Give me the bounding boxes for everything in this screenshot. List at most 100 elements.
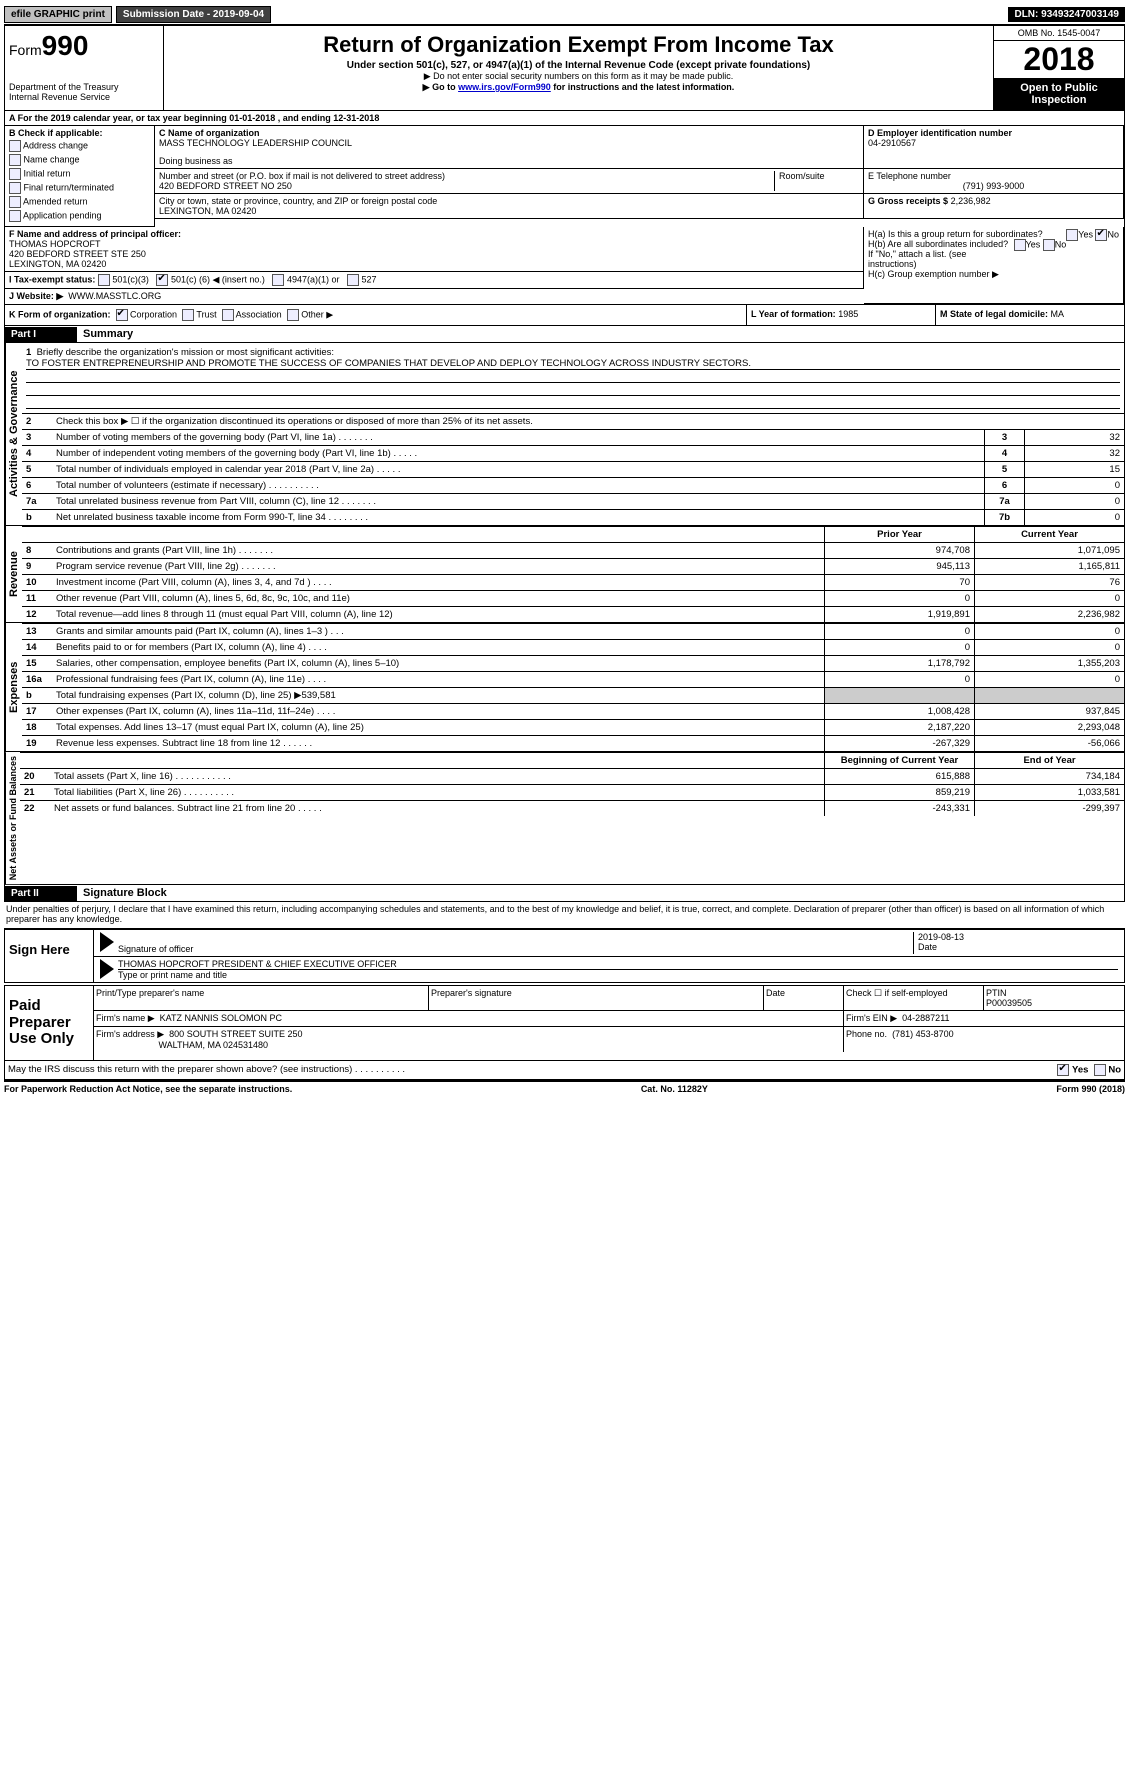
527-checkbox[interactable] [347,274,359,286]
discuss-yes-checkbox[interactable] [1057,1064,1069,1076]
summary-line: 5Total number of individuals employed in… [22,461,1124,477]
line-a: A For the 2019 calendar year, or tax yea… [4,111,1125,126]
arrow-icon [100,932,114,952]
officer-addr2: LEXINGTON, MA 02420 [9,259,859,269]
phone-value: (791) 993-9000 [868,181,1119,191]
org-name: MASS TECHNOLOGY LEADERSHIP COUNCIL [159,138,859,148]
financial-line: 16aProfessional fundraising fees (Part I… [22,671,1124,687]
submission-date-button[interactable]: Submission Date - 2019-09-04 [116,6,271,23]
check-applicable-item: Address change [9,140,150,152]
4947-checkbox[interactable] [272,274,284,286]
check-applicable-item: Amended return [9,196,150,208]
financial-line: 13Grants and similar amounts paid (Part … [22,623,1124,639]
irs-label: Internal Revenue Service [9,92,159,102]
year-formation-value: 1985 [838,309,858,319]
summary-line: 2Check this box ▶ ☐ if the organization … [22,413,1124,429]
checkbox-icon[interactable] [9,182,21,194]
ha-label: H(a) Is this a group return for subordin… [868,229,1119,239]
gross-label: G Gross receipts $ [868,196,948,206]
trust-checkbox[interactable] [182,309,194,321]
form-note1: ▶ Do not enter social security numbers o… [168,71,989,82]
501c3-checkbox[interactable] [98,274,110,286]
corp-checkbox[interactable] [116,309,128,321]
top-toolbar: efile GRAPHIC print Submission Date - 20… [4,4,1125,24]
assoc-checkbox[interactable] [222,309,234,321]
netassets-label: Net Assets or Fund Balances [5,752,20,884]
firm-addr2: WALTHAM, MA 024531480 [159,1040,269,1050]
summary-line: 7aTotal unrelated business revenue from … [22,493,1124,509]
officer-name: THOMAS HOPCROFT [9,239,859,249]
checkbox-icon[interactable] [9,140,21,152]
form-header: Form990 Department of the Treasury Inter… [4,24,1125,111]
prep-name-label: Print/Type preparer's name [94,986,429,1011]
col-headers: Prior Year Current Year [22,526,1124,542]
expenses-label: Expenses [5,623,22,751]
summary-line: 6Total number of volunteers (estimate if… [22,477,1124,493]
firm-addr1: 800 SOUTH STREET SUITE 250 [169,1029,302,1039]
financial-line: 9Program service revenue (Part VIII, lin… [22,558,1124,574]
addr-label: Number and street (or P.O. box if mail i… [159,171,774,181]
netassets-section: Net Assets or Fund Balances Beginning of… [4,752,1125,885]
ha-no-checkbox[interactable] [1095,229,1107,241]
checkbox-icon[interactable] [9,154,21,166]
activities-governance-label: Activities & Governance [5,343,22,525]
omb-number: OMB No. 1545-0047 [994,26,1124,41]
na-col-headers: Beginning of Current Year End of Year [20,752,1124,768]
financial-line: 8Contributions and grants (Part VIII, li… [22,542,1124,558]
entity-block: B Check if applicable: Address change Na… [4,126,1125,305]
irs-link[interactable]: www.irs.gov/Form990 [458,82,551,92]
efile-button[interactable]: efile GRAPHIC print [4,6,112,23]
footer-mid: Cat. No. 11282Y [641,1084,708,1094]
check-applicable-item: Name change [9,154,150,166]
sig-officer-label: Signature of officer [118,944,913,954]
part2-bar: Part II Signature Block [4,885,1125,902]
revenue-section: Revenue Prior Year Current Year 8Contrib… [4,526,1125,623]
domicile-label: M State of legal domicile: [940,309,1048,319]
hb-yes-checkbox[interactable] [1014,239,1026,251]
other-checkbox[interactable] [287,309,299,321]
form-number: Form990 [9,30,159,62]
page-footer: For Paperwork Reduction Act Notice, see … [4,1082,1125,1094]
part1-bar: Part I Summary [4,326,1125,343]
hb-no-checkbox[interactable] [1043,239,1055,251]
mission-block: 1 Briefly describe the organization's mi… [22,343,1124,413]
expenses-section: Expenses 13Grants and similar amounts pa… [4,623,1125,752]
sig-date: 2019-08-13 [918,932,1118,942]
officer-label: F Name and address of principal officer: [9,229,859,239]
checkbox-icon[interactable] [9,196,21,208]
year-formation-label: L Year of formation: [751,309,836,319]
ha-yes-checkbox[interactable] [1066,229,1078,241]
tax-status-label: I Tax-exempt status: [9,274,95,284]
check-applicable-item: Final return/terminated [9,182,150,194]
summary-line: bNet unrelated business taxable income f… [22,509,1124,525]
city-label: City or town, state or province, country… [159,196,859,206]
paid-preparer-label: Paid Preparer Use Only [5,986,94,1060]
addr-value: 420 BEDFORD STREET NO 250 [159,181,774,191]
financial-line: 15Salaries, other compensation, employee… [22,655,1124,671]
financial-line: 12Total revenue—add lines 8 through 11 (… [22,606,1124,622]
prep-sig-label: Preparer's signature [429,986,764,1011]
sign-here-block: Sign Here Signature of officer 2019-08-1… [4,928,1125,983]
ein-value: 04-2910567 [868,138,1119,148]
firm-phone-label: Phone no. [846,1029,887,1039]
paid-preparer-block: Paid Preparer Use Only Print/Type prepar… [4,985,1125,1061]
tax-year: 2018 [994,41,1124,78]
self-emp-label: Check ☐ if self-employed [844,986,984,1011]
financial-line: 20Total assets (Part X, line 16) . . . .… [20,768,1124,784]
org-name-label: C Name of organization [159,128,859,138]
dba-label: Doing business as [159,156,859,166]
dln-label: DLN: 93493247003149 [1008,7,1125,22]
form-note2: ▶ Go to www.irs.gov/Form990 for instruct… [168,82,989,93]
firm-name-label: Firm's name ▶ [96,1013,155,1023]
phone-label: E Telephone number [868,171,1119,181]
check-applicable-item: Application pending [9,210,150,222]
discuss-no-checkbox[interactable] [1094,1064,1106,1076]
checkbox-icon[interactable] [9,168,21,180]
summary-line: 4Number of independent voting members of… [22,445,1124,461]
ptin-value: P00039505 [986,998,1032,1008]
firm-ein: 04-2887211 [902,1013,949,1023]
financial-line: 22Net assets or fund balances. Subtract … [20,800,1124,816]
financial-line: 17Other expenses (Part IX, column (A), l… [22,703,1124,719]
501c-checkbox[interactable] [156,274,168,286]
checkbox-icon[interactable] [9,210,21,222]
